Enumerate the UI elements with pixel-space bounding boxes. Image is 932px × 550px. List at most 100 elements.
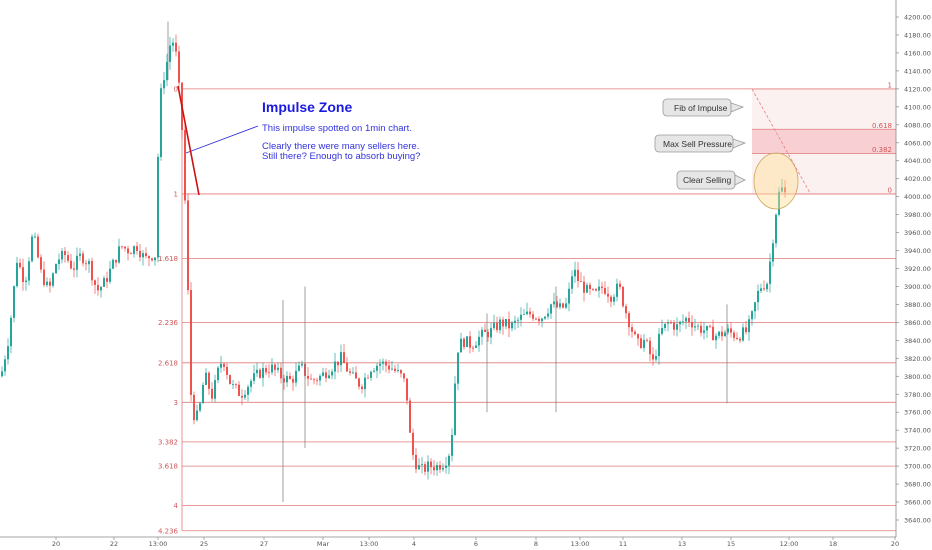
candle-body — [703, 330, 705, 333]
candle-body — [130, 253, 132, 255]
candle-body — [307, 375, 309, 379]
fib-extension-label: 4 — [174, 502, 179, 510]
fib-extension-label: 2.236 — [158, 319, 179, 327]
candle-body — [772, 243, 774, 262]
zone-pointer-line — [185, 125, 259, 154]
candle-body — [637, 334, 639, 339]
candle-body — [760, 288, 762, 291]
candle-body — [214, 380, 216, 399]
candle-body — [499, 319, 501, 331]
candle-body — [286, 375, 288, 383]
candle-body — [13, 286, 15, 318]
candle-body — [457, 352, 459, 384]
annotation-layer: Impulse Zone This impulse spotted on 1mi… — [177, 85, 811, 210]
candle-body — [580, 281, 582, 282]
candle-body — [706, 325, 708, 331]
candle-body — [37, 236, 39, 258]
candle-body — [397, 370, 399, 371]
candle-body — [460, 338, 462, 353]
y-tick-label: 3920.00 — [904, 265, 931, 273]
x-tick-label: 6 — [474, 540, 478, 548]
candle-body — [358, 378, 360, 387]
candle-body — [61, 250, 63, 260]
candle-body — [274, 364, 276, 370]
candle-body — [469, 336, 471, 348]
candle-body — [295, 370, 297, 383]
candle-body — [559, 303, 561, 308]
candle-body — [136, 246, 138, 251]
y-tick-label: 3740.00 — [904, 427, 931, 435]
candle-body — [568, 288, 570, 304]
y-tick-label: 3660.00 — [904, 499, 931, 507]
candle-body — [538, 318, 540, 322]
candle-body — [211, 388, 213, 399]
candle-body — [169, 45, 171, 62]
candle-body — [103, 278, 105, 287]
candles-layer — [1, 21, 786, 503]
y-tick-label: 3680.00 — [904, 481, 931, 489]
candle-body — [148, 256, 150, 259]
candle-body — [661, 328, 663, 334]
candle-body — [754, 302, 756, 312]
candle-body — [118, 246, 120, 263]
candle-body — [391, 368, 393, 370]
candle-body — [424, 464, 426, 472]
candle-body — [361, 386, 363, 390]
candle-body — [628, 313, 630, 328]
candle-body — [133, 246, 135, 254]
candle-body — [625, 306, 627, 314]
retrace-band-upper — [752, 88, 896, 130]
candle-body — [607, 293, 609, 297]
candle-body — [595, 289, 597, 291]
candle-body — [592, 289, 594, 290]
candle-body — [421, 464, 423, 466]
candle-body — [310, 378, 312, 380]
candle-body — [517, 319, 519, 321]
x-tick-label: 25 — [200, 540, 208, 548]
candle-body — [463, 338, 465, 347]
fib-extension-label: 3 — [174, 399, 178, 407]
candle-body — [229, 374, 231, 385]
candle-body — [280, 367, 282, 379]
candle-body — [22, 267, 24, 283]
candle-body — [313, 379, 315, 381]
candle-body — [166, 61, 168, 81]
candle-body — [226, 366, 228, 375]
candle-body — [232, 384, 234, 385]
candle-body — [682, 321, 684, 323]
y-tick-label: 3720.00 — [904, 445, 931, 453]
callout-max-sell-pointer — [732, 138, 747, 149]
candle-body — [562, 303, 564, 308]
candle-body — [751, 311, 753, 320]
y-tick-label: 4060.00 — [904, 139, 931, 147]
candle-body — [550, 304, 552, 314]
retrace-band-lower — [752, 153, 896, 194]
candle-body — [121, 246, 123, 248]
candle-body — [349, 371, 351, 373]
candle-body — [331, 371, 333, 376]
y-tick-label: 4140.00 — [904, 67, 931, 75]
candle-body — [448, 455, 450, 466]
candle-body — [739, 338, 741, 341]
candle-body — [355, 372, 357, 379]
candle-body — [775, 214, 777, 244]
x-tick-label: 15 — [727, 540, 735, 548]
candle-body — [241, 395, 243, 398]
candle-body — [646, 339, 648, 341]
candle-body — [736, 337, 738, 339]
candle-body — [367, 377, 369, 379]
y-tick-label: 3700.00 — [904, 463, 931, 471]
candle-body — [757, 290, 759, 303]
fib-extension-label: 1.618 — [158, 255, 178, 263]
candle-body — [604, 287, 606, 294]
candle-body — [619, 283, 621, 287]
candle-body — [472, 347, 474, 349]
candle-body — [658, 333, 660, 357]
candle-body — [127, 248, 129, 254]
zone-title: Impulse Zone — [262, 99, 352, 115]
candle-body — [571, 276, 573, 289]
candle-body — [493, 322, 495, 329]
candle-body — [184, 130, 186, 201]
candle-body — [163, 80, 165, 89]
